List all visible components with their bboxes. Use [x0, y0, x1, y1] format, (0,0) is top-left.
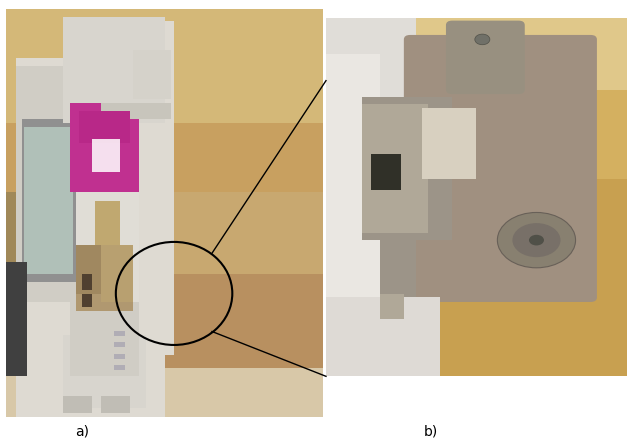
Bar: [6, 9, 323, 193]
Bar: [6, 262, 27, 376]
Bar: [326, 297, 441, 376]
Bar: [326, 18, 627, 376]
Bar: [6, 9, 323, 123]
Bar: [6, 9, 101, 294]
Bar: [326, 18, 417, 376]
Bar: [16, 58, 165, 417]
Bar: [95, 201, 120, 262]
Bar: [6, 368, 323, 417]
Bar: [114, 331, 125, 336]
FancyBboxPatch shape: [446, 21, 525, 94]
Bar: [362, 97, 452, 240]
Bar: [22, 119, 76, 282]
Bar: [16, 66, 85, 302]
Bar: [114, 342, 125, 347]
Bar: [380, 294, 404, 319]
Bar: [63, 335, 146, 409]
Bar: [101, 246, 133, 302]
Bar: [6, 274, 323, 417]
Bar: [82, 274, 92, 290]
Bar: [24, 127, 73, 274]
Bar: [371, 154, 401, 190]
Bar: [6, 9, 323, 417]
Bar: [326, 18, 627, 179]
Circle shape: [513, 223, 561, 257]
Circle shape: [498, 212, 575, 268]
Bar: [76, 246, 133, 310]
Text: b): b): [423, 424, 437, 438]
Bar: [63, 17, 165, 123]
Bar: [380, 233, 417, 297]
FancyBboxPatch shape: [404, 35, 597, 302]
Bar: [326, 54, 380, 376]
Bar: [362, 104, 428, 233]
Bar: [63, 396, 92, 413]
Bar: [70, 302, 139, 376]
Bar: [326, 18, 627, 90]
Bar: [114, 353, 125, 358]
Bar: [76, 17, 139, 335]
Bar: [82, 294, 92, 306]
Bar: [76, 246, 101, 294]
Bar: [79, 111, 130, 143]
Bar: [422, 108, 477, 179]
Bar: [101, 396, 130, 413]
Bar: [101, 103, 171, 119]
Bar: [117, 21, 174, 356]
Circle shape: [475, 34, 490, 45]
Bar: [70, 103, 139, 193]
Bar: [133, 50, 171, 99]
Text: a): a): [75, 424, 89, 438]
Bar: [92, 139, 120, 172]
Circle shape: [529, 235, 544, 246]
Bar: [114, 365, 125, 370]
